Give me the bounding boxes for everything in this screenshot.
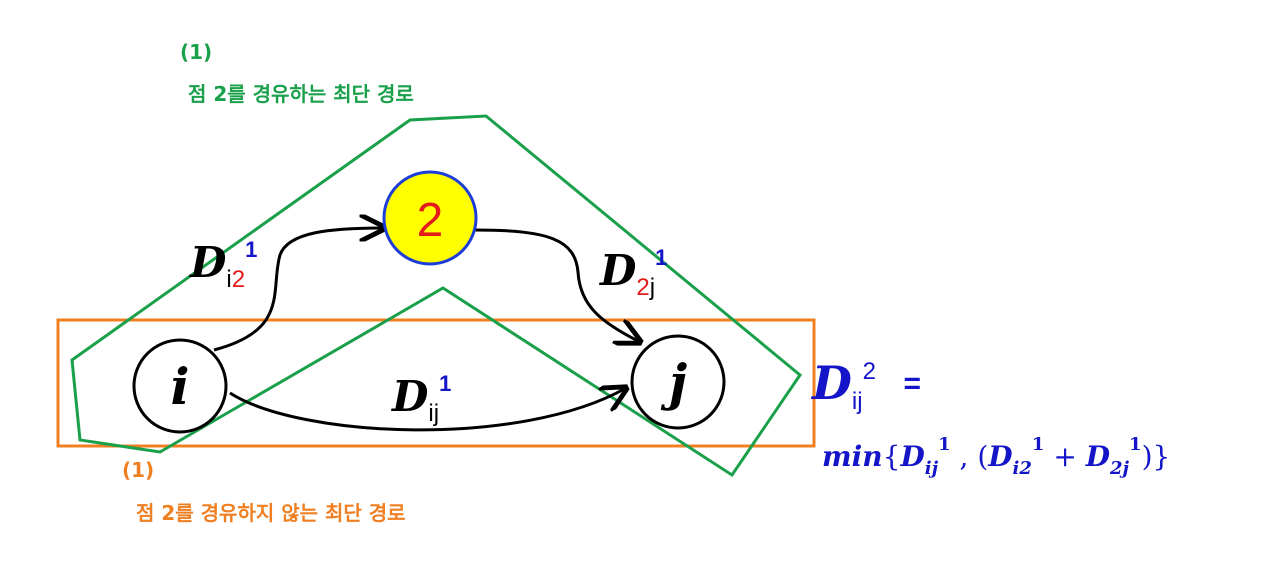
formula-t2-sub: i2 [1012, 458, 1032, 479]
result-equals: = [903, 367, 922, 400]
edge-label-i2-sub-first: i [226, 266, 232, 293]
edge-label-ij-letter: D [392, 372, 429, 421]
orange-group-number: (1) [122, 458, 155, 482]
edge-label-2j-sup: 1 [655, 245, 668, 270]
result-lhs: Dij 2 = [812, 356, 922, 415]
formula-t3-sup: 1 [1129, 434, 1142, 455]
formula-t1-letter: D [900, 440, 925, 473]
result-sup: 2 [862, 358, 876, 385]
formula-open: { [882, 440, 901, 473]
edge-label-i2-sub-second: 2 [231, 266, 246, 293]
green-region-via-node-2 [70, 114, 803, 478]
formula-fn: min [822, 440, 883, 473]
edge-label-2j: D2j 1 [600, 245, 668, 301]
edge-label-2j-sub-second: j [649, 274, 656, 301]
edge-label-ij: Dij 1 [392, 371, 452, 427]
edge-label-2j-sub-first: 2 [636, 274, 650, 301]
node-2-label: 2 [417, 194, 444, 247]
edge-label-i2-letter: D [190, 238, 227, 287]
edge-label-i2-sup: 1 [245, 237, 258, 262]
formula-t2-sup: 1 [1031, 434, 1045, 455]
orange-group-caption: 점 2를 경유하지 않는 최단 경로 [136, 501, 406, 525]
node-i-label: i [171, 357, 190, 416]
result-sub: ij [851, 388, 863, 415]
edge-i-to-j [229, 388, 626, 432]
green-group-caption: 점 2를 경유하는 최단 경로 [188, 82, 414, 106]
edge-label-ij-sup: 1 [439, 371, 452, 396]
edge-label-2j-letter: D [600, 246, 637, 295]
node-2-circle [382, 170, 478, 266]
formula-t1-sup: 1 [938, 434, 951, 455]
result-letter: D [812, 356, 852, 410]
green-group-number: (1) [180, 40, 213, 64]
formula-t3-sub: 2j [1109, 458, 1130, 479]
formula-t1-sub: ij [924, 458, 939, 479]
edge-label-i2: Di2 1 [190, 237, 258, 293]
min-formula: min{Dij1 , (Di21 + D2j1)} [822, 434, 1171, 479]
orange-region-without-node-2 [56, 318, 816, 448]
formula-comma: , ( [950, 440, 989, 473]
edge-i-to-2 [213, 228, 384, 352]
formula-t2-letter: D [988, 440, 1013, 473]
formula-close: )} [1141, 440, 1171, 473]
formula-t3-letter: D [1085, 440, 1110, 473]
edge-2-to-j [474, 228, 640, 342]
edge-label-ij-sub: ij [428, 400, 440, 427]
node-i-circle [132, 338, 228, 434]
node-j-circle [630, 334, 726, 430]
formula-plus: + [1044, 440, 1086, 473]
